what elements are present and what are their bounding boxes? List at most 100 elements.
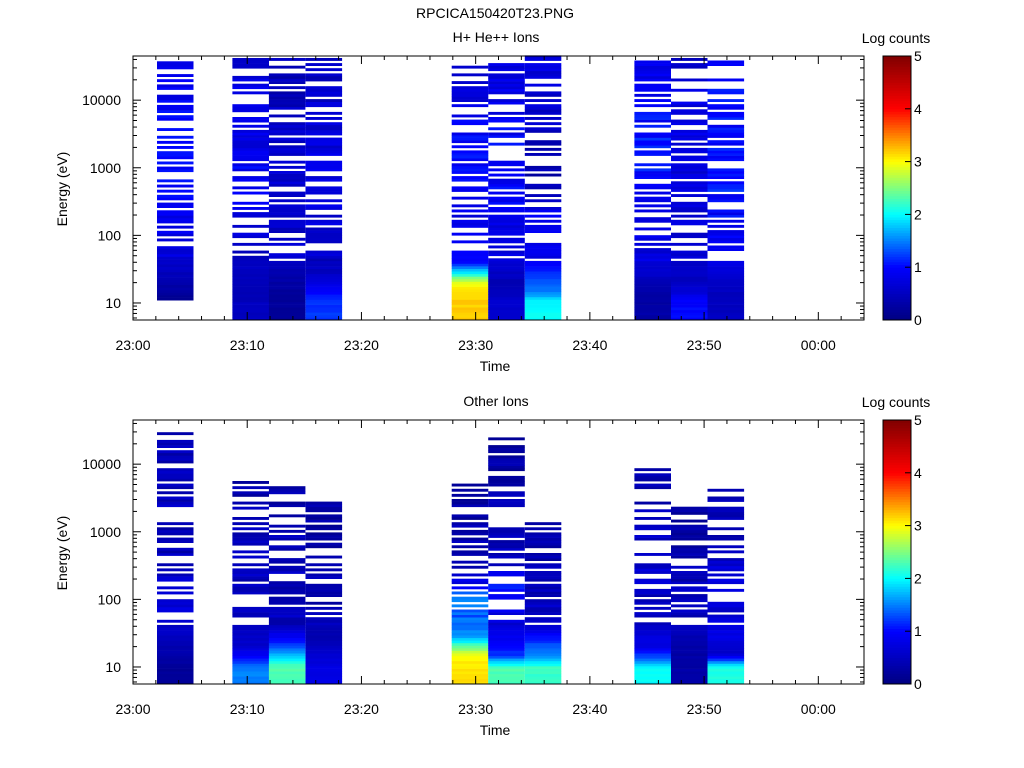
spectrogram-cell: [671, 176, 708, 179]
spectrogram-cell: [451, 255, 489, 259]
spectrogram-cell: [157, 624, 194, 628]
spectrogram-cell: [671, 119, 708, 123]
spectrogram-cell: [451, 122, 489, 126]
spectrogram-cell: [305, 535, 343, 538]
spectrogram-cell: [671, 653, 708, 657]
spectrogram-cell: [268, 529, 306, 533]
spectrogram-cell: [488, 75, 525, 79]
spectrogram-cell: [524, 75, 562, 79]
colorbar-segment: [883, 132, 911, 136]
spectrogram-cell: [707, 517, 745, 520]
spectrogram-cell: [305, 219, 343, 223]
spectrogram-cell: [451, 286, 489, 290]
colorbar-segment: [883, 301, 911, 305]
spectrogram-cell: [451, 145, 489, 149]
spectrogram-cell: [232, 258, 269, 262]
spectrogram-cell: [451, 524, 489, 528]
spectrogram-cell: [268, 147, 306, 151]
spectrogram-cell: [707, 545, 745, 549]
spectrogram-cell: [451, 504, 489, 508]
spectrogram-cell: [524, 70, 562, 74]
spectrogram-cell: [488, 132, 525, 136]
colorbar-segment: [883, 451, 911, 455]
spectrogram-cell: [524, 173, 562, 177]
spectrogram-cell: [707, 235, 745, 239]
colorbar-segment: [883, 151, 911, 155]
spectrogram-cell: [268, 132, 306, 136]
spectrogram-cell: [451, 296, 489, 300]
spectrogram-cell: [524, 83, 562, 87]
spectrogram-cell: [268, 278, 306, 282]
spectrogram-cell: [268, 165, 306, 169]
spectrogram-cell: [157, 522, 194, 526]
spectrogram-cell: [157, 671, 194, 675]
spectrogram-cell: [157, 156, 194, 160]
spectrogram-cell: [268, 137, 306, 141]
spectrogram-cell: [524, 111, 562, 115]
spectrogram-cell: [305, 504, 343, 508]
x-tick-label: 23:10: [230, 701, 265, 717]
spectrogram-cell: [707, 245, 745, 249]
spectrogram-cell: [707, 573, 745, 577]
spectrogram-cell: [305, 268, 343, 272]
spectrogram-cell: [488, 501, 525, 505]
spectrogram-cell: [707, 509, 745, 513]
spectrogram-cell: [157, 648, 194, 651]
spectrogram-cell: [305, 314, 343, 318]
spectrogram-cell: [634, 83, 671, 87]
spectrogram-cell: [671, 648, 708, 651]
spectrogram-cell: [451, 253, 489, 257]
spectrogram-cell: [232, 640, 269, 644]
spectrogram-cell: [268, 124, 306, 128]
spectrogram-cell: [268, 281, 306, 285]
spectrogram-cell: [268, 78, 306, 82]
x-tick-label: 23:50: [687, 701, 722, 717]
colorbar-segment: [883, 90, 911, 94]
spectrogram-cell: [232, 153, 269, 156]
spectrogram-cell: [671, 581, 708, 585]
spectrogram-cell: [268, 307, 306, 311]
spectrogram-cell: [451, 165, 489, 169]
spectrogram-cell: [305, 199, 343, 203]
spectrogram-cell: [671, 614, 708, 618]
colorbar-tick-label: 0: [914, 312, 922, 328]
spectrogram-cell: [451, 565, 489, 569]
spectrogram-cell: [524, 65, 562, 69]
spectrogram-cell: [524, 588, 562, 592]
spectrogram-cell: [524, 658, 562, 662]
spectrogram-cell: [305, 650, 343, 654]
spectrogram-cell: [232, 606, 269, 610]
spectrogram-cell: [232, 191, 269, 195]
spectrogram-cell: [671, 135, 708, 138]
spectrogram-cell: [268, 145, 306, 149]
spectrogram-cell: [671, 529, 708, 533]
x-axis-label: Time: [480, 358, 511, 374]
spectrogram-cell: [232, 63, 269, 66]
spectrogram-cell: [671, 573, 708, 577]
spectrogram-cell: [707, 176, 745, 179]
spectrogram-cell: [305, 601, 343, 605]
spectrogram-cell: [707, 578, 745, 582]
spectrogram-cell: [671, 547, 708, 551]
spectrogram-cell: [157, 295, 194, 298]
spectrogram-cell: [488, 304, 525, 308]
spectrogram-cell: [671, 535, 708, 538]
spectrogram-cell: [451, 91, 489, 95]
colorbar-segment: [883, 153, 911, 157]
spectrogram-cell: [451, 517, 489, 520]
colorbar-segment: [883, 541, 911, 545]
spectrogram-cell: [634, 153, 671, 156]
spectrogram-cell: [157, 63, 194, 67]
colorbar-segment: [883, 98, 911, 102]
spectrogram-cell: [671, 609, 708, 613]
spectrogram-cell: [268, 81, 306, 84]
spectrogram-cell: [305, 99, 343, 102]
colorbar-segment: [883, 493, 911, 497]
colorbar-segment: [883, 641, 911, 645]
spectrogram-cell: [157, 653, 194, 657]
spectrogram-cell: [305, 140, 343, 144]
colorbar-segment: [883, 435, 911, 439]
spectrogram-cell: [488, 460, 525, 464]
colorbar-segment: [883, 306, 911, 310]
